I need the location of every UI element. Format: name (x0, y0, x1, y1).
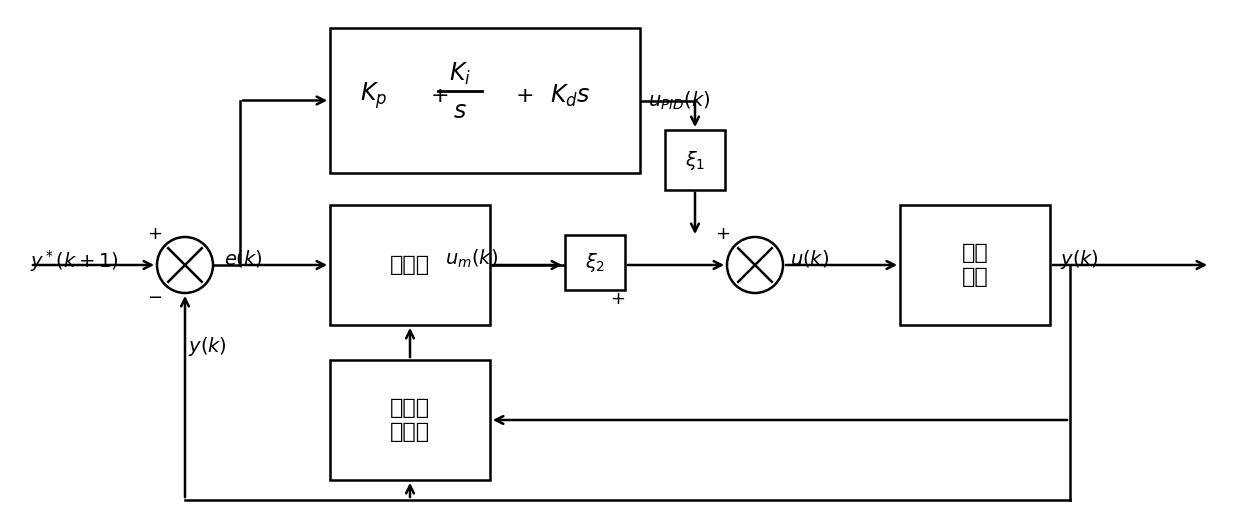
Text: $K_d s$: $K_d s$ (551, 82, 590, 108)
Circle shape (727, 237, 782, 293)
FancyBboxPatch shape (330, 360, 490, 480)
Text: $e(k)$: $e(k)$ (224, 248, 263, 269)
Text: $u_m(k)$: $u_m(k)$ (445, 248, 498, 270)
Text: 被控
系统: 被控 系统 (962, 244, 988, 287)
Text: $+$: $+$ (715, 225, 730, 243)
Text: $\xi_2$: $\xi_2$ (585, 250, 605, 274)
FancyBboxPatch shape (665, 130, 725, 190)
Circle shape (157, 237, 213, 293)
FancyBboxPatch shape (565, 235, 625, 290)
FancyBboxPatch shape (900, 205, 1050, 325)
FancyBboxPatch shape (330, 205, 490, 325)
Text: $K_i$: $K_i$ (449, 60, 471, 86)
Text: $+$: $+$ (515, 84, 533, 106)
Text: $K_p$: $K_p$ (360, 80, 387, 111)
Text: $-$: $-$ (146, 287, 162, 305)
Text: $\xi_1$: $\xi_1$ (684, 148, 706, 171)
Text: $+$: $+$ (146, 225, 162, 243)
Text: $u_{PID}(k)$: $u_{PID}(k)$ (649, 90, 711, 112)
Text: 控制律: 控制律 (389, 255, 430, 275)
Text: 伪随机
偏导数: 伪随机 偏导数 (389, 398, 430, 442)
Text: $u(k)$: $u(k)$ (790, 248, 830, 269)
Text: $+$: $+$ (610, 290, 625, 308)
Text: $+$: $+$ (430, 84, 448, 106)
Text: $s$: $s$ (453, 100, 467, 123)
Text: $y^*(k+1)$: $y^*(k+1)$ (30, 248, 119, 274)
FancyBboxPatch shape (330, 28, 640, 173)
Text: $y(k)$: $y(k)$ (188, 335, 227, 358)
Text: $y(k)$: $y(k)$ (1060, 248, 1099, 271)
